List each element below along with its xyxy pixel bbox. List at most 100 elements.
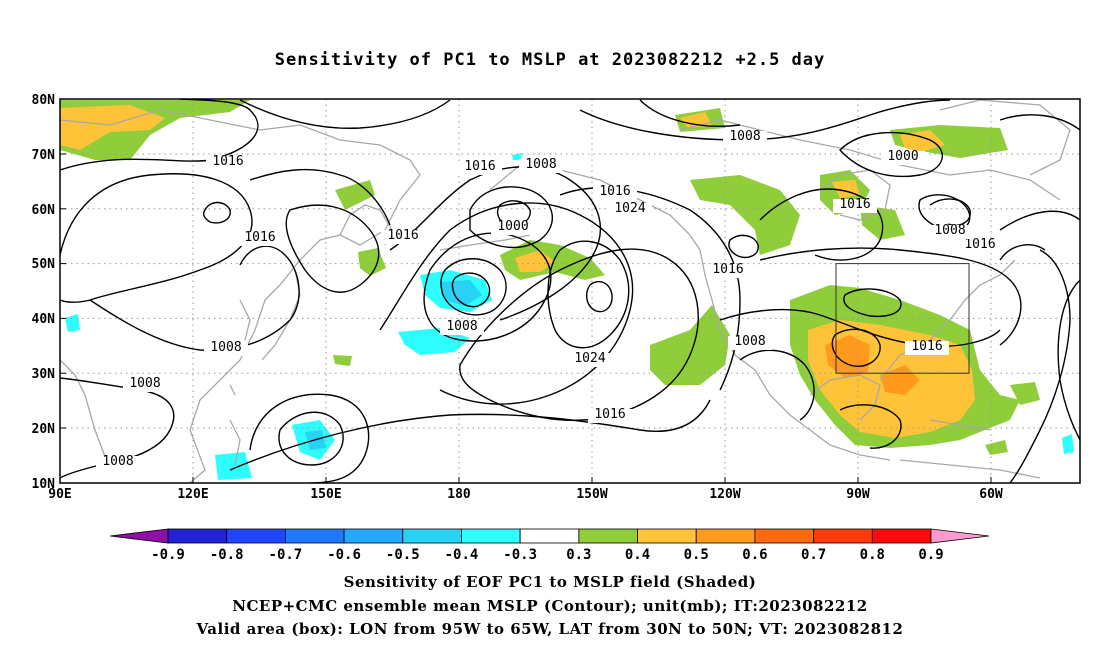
svg-text:1016: 1016 xyxy=(964,237,995,252)
chart-title: Sensitivity of PC1 to MSLP at 2023082212… xyxy=(274,50,826,70)
contour-label: 1016 xyxy=(833,197,877,213)
contour-1008-ring-1 xyxy=(440,258,507,316)
contour-1008-west xyxy=(89,245,300,351)
lat-label: 10N xyxy=(32,477,56,492)
contour-label: 1008 xyxy=(123,376,167,392)
shade-green-canada xyxy=(690,175,800,255)
shade-green-pacific-small xyxy=(333,355,352,366)
colorbar-label: -0.5 xyxy=(386,547,420,563)
contour-label: 1016 xyxy=(238,230,282,246)
contour-loop-us xyxy=(843,288,902,318)
contour-label: 1008 xyxy=(519,157,563,173)
contour-1016-north-a xyxy=(639,99,741,127)
contour-1008-north xyxy=(579,99,951,141)
shade-cyan-arctic xyxy=(512,153,522,160)
contour-loop-japan xyxy=(285,204,380,293)
lat-label: 40N xyxy=(32,312,56,327)
contour-label: 1016 xyxy=(588,407,632,423)
shade-green-atlantic xyxy=(1010,382,1040,405)
colorbar-swatch xyxy=(813,528,873,544)
colorbar-swatch xyxy=(519,528,580,544)
coast-west-america xyxy=(699,249,891,461)
contour-1024-high xyxy=(547,240,630,349)
contour-small-loop-a xyxy=(202,201,231,224)
shade-orange-aleutian xyxy=(515,250,555,272)
colorbar: -0.9 -0.8 -0.7 -0.6 -0.5 -0.4 -0.3 0.3 0.4 0.5 0.6… xyxy=(109,528,990,563)
colorbar-swatch xyxy=(637,528,697,544)
coast-hudson xyxy=(819,169,891,221)
contour-1016-outer xyxy=(379,202,634,405)
contour-1000-north xyxy=(839,131,943,178)
colorbar-label: -0.4 xyxy=(445,547,479,563)
caption-shaded: Sensitivity of EOF PC1 to MSLP field (Sh… xyxy=(343,573,757,591)
lon-label: 180 xyxy=(447,487,471,502)
contour-far-ne xyxy=(999,244,1046,261)
svg-text:1016: 1016 xyxy=(387,228,418,243)
coast-philippines xyxy=(229,419,241,466)
longitude-labels: 90E 120E 150E 180 150W 120W 90W 60W xyxy=(48,487,1003,502)
contour-tc-outer xyxy=(249,393,370,483)
contour-gulf xyxy=(839,404,902,449)
latitude-labels: 80N 70N 60N 50N 40N 30N 20N 10N xyxy=(32,93,56,492)
contour-label: 1008 xyxy=(723,129,767,145)
svg-text:1008: 1008 xyxy=(210,340,241,355)
contour-1016-subtrop xyxy=(229,399,711,471)
map-frame xyxy=(59,98,1081,484)
svg-text:1016: 1016 xyxy=(464,159,495,174)
shade-orange-arctic-2 xyxy=(900,130,945,152)
svg-text:1008: 1008 xyxy=(129,376,160,391)
contour-1016-far-east xyxy=(999,210,1080,231)
colorbar-label: 0.5 xyxy=(684,547,709,563)
contour-label: 1008 xyxy=(204,340,248,356)
contour-label: 1016 xyxy=(706,262,750,278)
svg-text:1008: 1008 xyxy=(446,319,477,334)
tick-marks xyxy=(60,98,992,484)
lon-label: 90W xyxy=(846,487,870,502)
contour-1008-ring-2 xyxy=(451,272,491,308)
svg-text:1016: 1016 xyxy=(839,197,870,212)
contour-label-layer: 1016 1016 1016 1016 1008 1008 1016 1008 … xyxy=(96,129,1002,470)
coast-india xyxy=(60,359,111,471)
svg-text:1024: 1024 xyxy=(614,201,645,216)
colorbar-label: -0.9 xyxy=(151,547,185,563)
contour-label: 1008 xyxy=(96,454,140,470)
lon-label: 90E xyxy=(48,487,71,502)
lat-label: 60N xyxy=(32,203,56,218)
lat-label: 80N xyxy=(32,93,56,108)
coast-korea xyxy=(239,299,251,341)
shade-cyan-pacific-core xyxy=(440,280,482,306)
contour-label: 1016 xyxy=(206,154,250,170)
colorbar-swatch xyxy=(461,528,521,544)
contour-label: 1024 xyxy=(608,201,652,217)
mslp-contours xyxy=(60,99,1080,483)
contour-label: 1008 xyxy=(440,319,484,335)
colorbar-swatch xyxy=(578,528,638,544)
contour-label: 1016 xyxy=(593,184,637,200)
svg-text:1016: 1016 xyxy=(594,407,625,422)
colorbar-label: 0.6 xyxy=(742,547,767,563)
lat-label: 30N xyxy=(32,367,56,382)
colorbar-arrow-low xyxy=(109,528,169,544)
shade-cyan-west xyxy=(65,314,80,332)
svg-text:1008: 1008 xyxy=(525,157,556,172)
colorbar-swatch xyxy=(167,528,228,544)
caption-valid-area: Valid area (box): LON from 95W to 65W, L… xyxy=(196,620,904,638)
svg-text:1008: 1008 xyxy=(934,223,965,238)
shade-cyan-east xyxy=(1062,434,1074,454)
contour-1016-center xyxy=(389,166,602,321)
svg-text:1024: 1024 xyxy=(574,351,605,366)
valid-area-box xyxy=(835,263,970,374)
contour-small-loop-b xyxy=(728,234,759,259)
svg-text:1008: 1008 xyxy=(734,334,765,349)
contour-label: 1008 xyxy=(928,223,972,239)
coast-asia-east xyxy=(60,109,421,483)
colorbar-swatch xyxy=(343,528,404,544)
contour-1008-mex xyxy=(739,349,815,421)
contour-1024-inner xyxy=(585,280,613,313)
lon-label: 120E xyxy=(177,487,208,502)
lon-label: 150E xyxy=(310,487,341,502)
shaded-negative-areas xyxy=(65,153,1074,480)
colorbar-label: 0.8 xyxy=(860,547,885,563)
shade-darkorange-southeast xyxy=(880,365,920,395)
contour-1016-siberia xyxy=(239,99,451,129)
